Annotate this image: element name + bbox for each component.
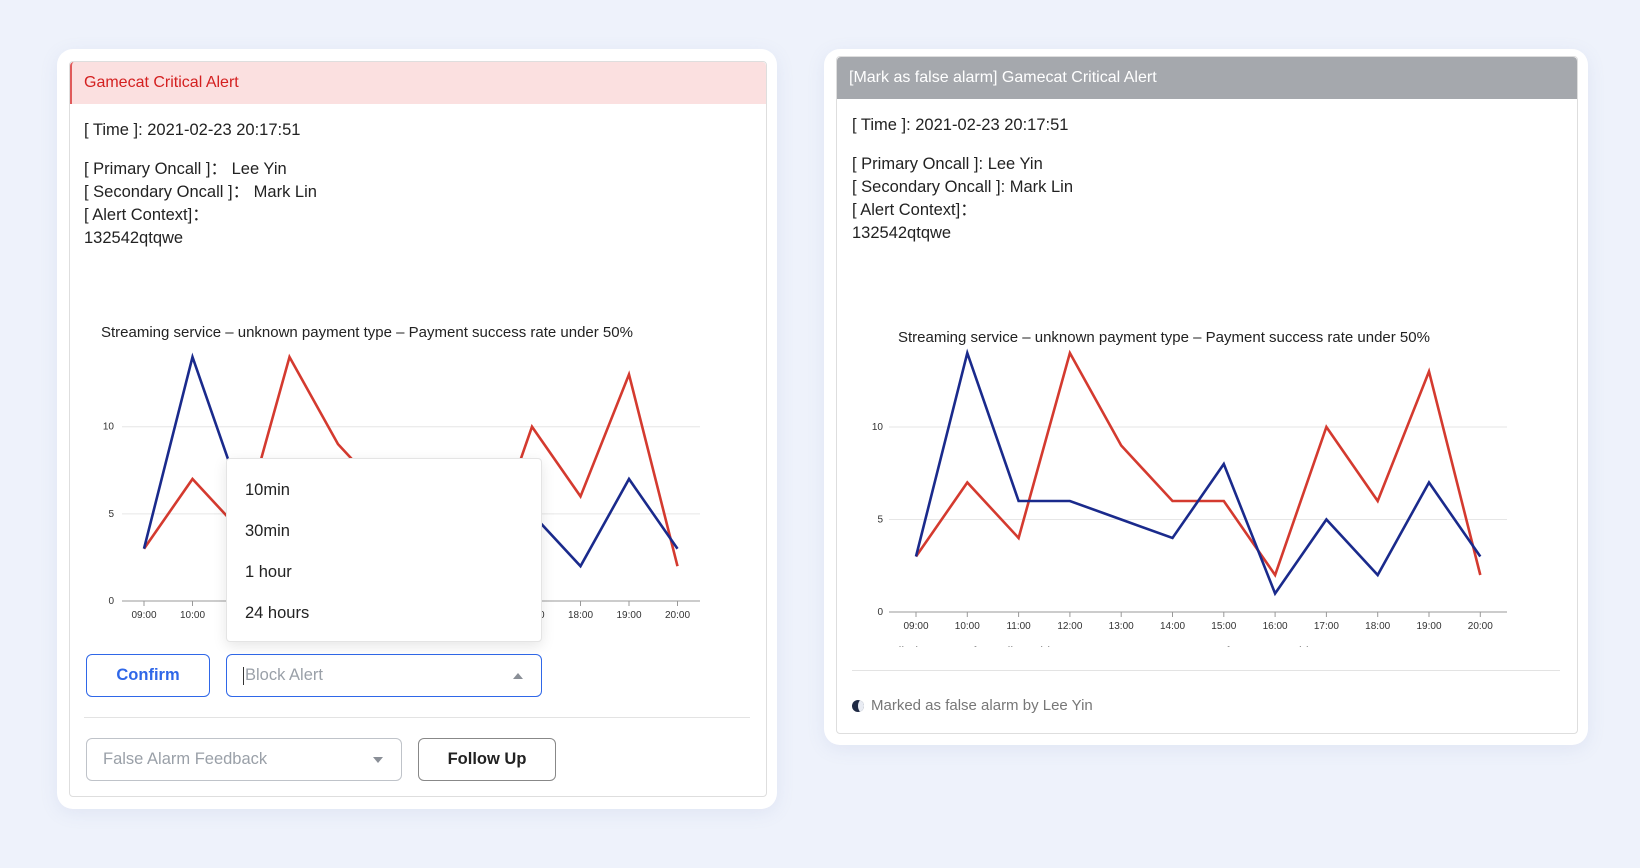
y-tick-label: 5	[877, 515, 883, 526]
x-tick-label: 18:00	[568, 610, 593, 621]
false-alarm-footnote-text: Marked as false alarm by Lee Yin	[871, 697, 1093, 714]
caret-down-icon	[373, 756, 383, 763]
x-tick-label: 19:00	[1416, 621, 1441, 632]
x-tick-label: 19:00	[616, 610, 641, 621]
right-secondary-oncall: [ Secondary Oncall ]: Mark Lin	[852, 178, 1074, 196]
right-alert-card: [Mark as false alarm] Gamecat Critical A…	[836, 56, 1578, 734]
left-alert-card: Gamecat Critical Alert [ Time ]: 2021-02…	[69, 61, 767, 797]
right-chart: Streaming service – unknown payment type…	[872, 329, 1507, 647]
left-alert-title: Gamecat Critical Alert	[70, 62, 766, 104]
right-alert-context-value: 132542qtqwe	[852, 224, 952, 242]
x-tick-label: 12:00	[1057, 621, 1082, 632]
legend-label: Success payment from server side	[1124, 645, 1316, 647]
left-alert-context-label: [ Alert Context]：	[84, 206, 209, 224]
false-alarm-placeholder: False Alarm Feedback	[103, 750, 268, 768]
right-primary-oncall: [ Primary Oncall ]: Lee Yin	[852, 155, 1043, 173]
right-alert-context-label: [ Alert Context]：	[852, 201, 977, 219]
legend-label: Failed payment from client side	[884, 645, 1057, 647]
block-alert-dropdown: 10min 30min 1 hour 24 hours	[226, 458, 542, 642]
x-tick-label: 16:00	[1263, 621, 1288, 632]
right-time: [ Time ]: 2021-02-23 20:17:51	[852, 116, 1069, 134]
left-secondary-oncall: [ Secondary Oncall ]： Mark Lin	[84, 183, 317, 201]
confirm-button[interactable]: Confirm	[86, 654, 210, 697]
left-divider	[84, 717, 750, 718]
x-tick-label: 10:00	[180, 610, 205, 621]
y-tick-label: 0	[877, 607, 883, 618]
x-tick-label: 10:00	[955, 621, 980, 632]
caret-up-icon	[513, 672, 523, 679]
y-tick-label: 5	[108, 509, 114, 520]
left-alert-context-value: 132542qtqwe	[84, 229, 184, 247]
dropdown-option-1hour[interactable]: 1 hour	[245, 563, 292, 581]
left-alert-info: [ Time ]: 2021-02-23 20:17:51 [ Primary …	[84, 119, 317, 250]
x-tick-label: 17:00	[1314, 621, 1339, 632]
false-alarm-feedback-select[interactable]: False Alarm Feedback	[86, 738, 402, 781]
x-tick-label: 18:00	[1365, 621, 1390, 632]
y-tick-label: 0	[108, 596, 114, 607]
right-divider	[852, 670, 1560, 671]
dropdown-option-30min[interactable]: 30min	[245, 522, 290, 540]
block-alert-placeholder: Block Alert	[245, 666, 323, 684]
x-tick-label: 09:00	[131, 610, 156, 621]
moon-icon	[852, 699, 864, 712]
dropdown-option-10min[interactable]: 10min	[245, 481, 290, 499]
y-tick-label: 10	[103, 422, 115, 433]
x-tick-label: 14:00	[1160, 621, 1185, 632]
left-card-frame: Gamecat Critical Alert [ Time ]: 2021-02…	[57, 49, 777, 809]
chart-title: Streaming service – unknown payment type…	[898, 329, 1430, 346]
follow-up-button[interactable]: Follow Up	[418, 738, 556, 781]
x-tick-label: 20:00	[665, 610, 690, 621]
left-time: [ Time ]: 2021-02-23 20:17:51	[84, 121, 301, 139]
dropdown-option-24hours[interactable]: 24 hours	[245, 604, 310, 622]
x-tick-label: 20:00	[1468, 621, 1493, 632]
x-tick-label: 13:00	[1109, 621, 1134, 632]
y-tick-label: 10	[872, 422, 884, 433]
x-tick-label: 11:00	[1006, 621, 1031, 632]
right-alert-title: [Mark as false alarm] Gamecat Critical A…	[837, 57, 1577, 99]
right-alert-info: [ Time ]: 2021-02-23 20:17:51 [ Primary …	[852, 114, 1073, 245]
series-line-success	[914, 348, 1482, 597]
x-tick-label: 09:00	[903, 621, 928, 632]
chart-title: Streaming service – unknown payment type…	[101, 324, 633, 341]
right-card-frame: [Mark as false alarm] Gamecat Critical A…	[824, 49, 1588, 745]
false-alarm-footnote: Marked as false alarm by Lee Yin	[852, 697, 1093, 714]
text-cursor	[243, 666, 244, 685]
block-alert-select[interactable]: Block Alert	[226, 654, 542, 697]
x-tick-label: 15:00	[1211, 621, 1236, 632]
left-primary-oncall: [ Primary Oncall ]： Lee Yin	[84, 160, 287, 178]
